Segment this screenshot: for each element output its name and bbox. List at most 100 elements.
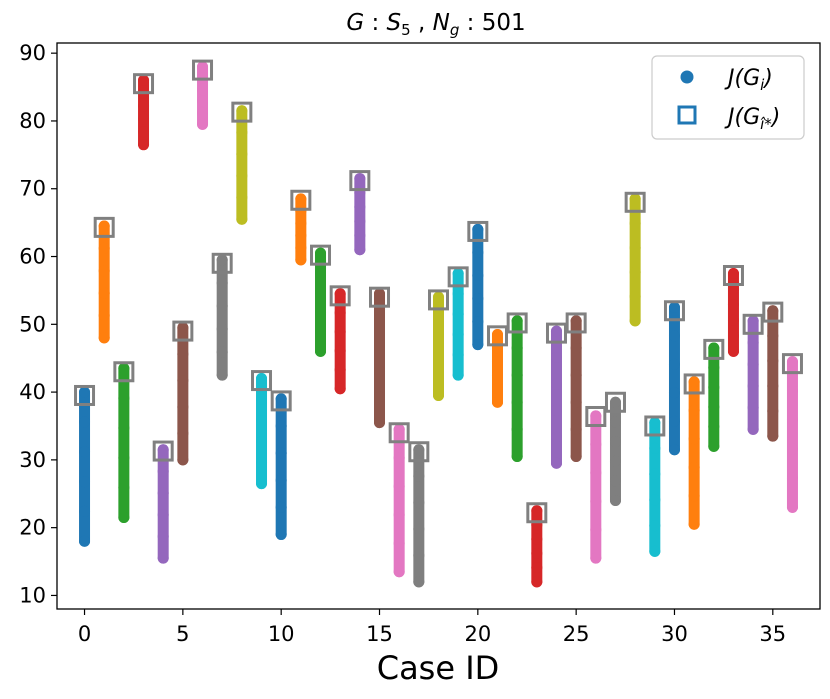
case-0-point: [79, 505, 91, 517]
case-2-point: [118, 482, 130, 494]
case-1-point: [98, 287, 110, 299]
case-8-best-marker: [231, 101, 253, 123]
case-34-point: [747, 315, 759, 327]
case-11-point: [295, 193, 307, 205]
case-5-best-marker: [172, 320, 194, 342]
case-2-series: [113, 361, 135, 523]
x-tick-label: 20: [464, 622, 491, 646]
case-5-point: [177, 401, 189, 413]
case-32-point: [708, 381, 720, 393]
case-6-series: [192, 59, 214, 130]
case-10-point: [275, 474, 287, 486]
case-29-point: [649, 545, 661, 557]
case-35-best-marker: [762, 301, 784, 323]
case-23-point: [531, 576, 543, 588]
case-18-point: [433, 331, 444, 343]
case-31-point: [688, 490, 700, 502]
case-23-point: [531, 505, 543, 517]
case-3-series: [133, 73, 155, 151]
case-2-best-marker: [113, 361, 135, 383]
x-tick-label: 35: [759, 622, 786, 646]
case-2-point: [118, 452, 130, 464]
case-10-best-marker: [270, 390, 292, 412]
case-25-point: [570, 396, 582, 408]
case-23-point: [531, 562, 543, 574]
case-26-point: [590, 524, 602, 536]
case-15-best-marker: [369, 286, 391, 308]
case-12-point: [315, 345, 327, 357]
case-15-point: [374, 391, 386, 403]
case-12-point: [315, 286, 327, 298]
case-18-point: [433, 350, 444, 362]
case-35-point: [767, 305, 779, 317]
case-35-series: [762, 301, 784, 442]
case-27-point: [609, 495, 621, 507]
case-3-point: [138, 74, 150, 86]
x-tick-label: 10: [268, 622, 295, 646]
case-27-series: [604, 391, 626, 507]
case-18-point: [433, 389, 444, 401]
case-36-point: [786, 385, 798, 397]
case-30-point: [668, 387, 680, 399]
case-12-best-marker: [310, 244, 332, 266]
case-19-point: [452, 328, 464, 340]
x-axis-title: Case ID: [377, 649, 500, 687]
case-8-series: [231, 101, 253, 225]
case-0-point: [79, 446, 91, 458]
case-22-point: [511, 369, 523, 381]
case-22-point: [511, 396, 523, 408]
case-19-point: [452, 369, 464, 381]
case-23-series: [526, 502, 548, 588]
case-22-point: [511, 450, 523, 462]
case-1-point: [98, 309, 110, 321]
case-34-point: [747, 337, 759, 349]
case-32-point: [708, 440, 720, 452]
case-0-point: [79, 476, 91, 488]
case-17-point: [413, 497, 425, 509]
case-32-best-marker: [703, 338, 725, 360]
case-14-best-marker: [349, 170, 371, 192]
case-27-point: [609, 416, 621, 428]
case-33-point: [727, 267, 739, 279]
case-4-point: [157, 444, 169, 456]
case-20-series: [467, 220, 489, 351]
case-6-point: [197, 118, 209, 130]
case-25-point: [570, 342, 582, 354]
case-29-series: [644, 415, 666, 557]
case-6-point: [197, 61, 209, 73]
case-9-series: [251, 370, 273, 490]
case-22-point: [511, 342, 523, 354]
case-21-point: [491, 369, 503, 381]
case-24-point: [550, 352, 562, 364]
case-2-point: [118, 511, 130, 523]
case-10-point: [275, 447, 287, 459]
y-tick-label: 70: [19, 177, 46, 201]
case-1-series: [93, 216, 115, 344]
case-8-point: [236, 126, 248, 138]
case-7-point: [216, 300, 228, 312]
case-36-series: [781, 353, 803, 513]
case-3-point: [138, 139, 150, 151]
case-0-point: [79, 535, 91, 547]
case-29-point: [649, 417, 661, 429]
case-33-point: [727, 314, 739, 326]
case-17-point: [413, 444, 425, 456]
case-6-point: [197, 84, 209, 96]
case-34-point: [747, 423, 759, 435]
case-4-point: [157, 465, 169, 477]
case-25-point: [570, 369, 582, 381]
case-20-point: [472, 339, 484, 351]
case-15-point: [374, 314, 386, 326]
case-30-point: [668, 301, 680, 313]
case-32-point: [708, 401, 720, 413]
case-18-point: [433, 291, 444, 303]
case-19-point: [452, 267, 464, 279]
case-30-point: [668, 444, 680, 456]
legend-square-marker: [677, 105, 697, 125]
case-15-series: [369, 286, 391, 429]
case-8-point: [236, 192, 248, 204]
case-25-series: [565, 312, 587, 462]
case-36-best-marker: [781, 353, 803, 375]
case-7-point: [216, 346, 228, 358]
chart-title: G : S5 , Ng : 501: [346, 10, 525, 39]
